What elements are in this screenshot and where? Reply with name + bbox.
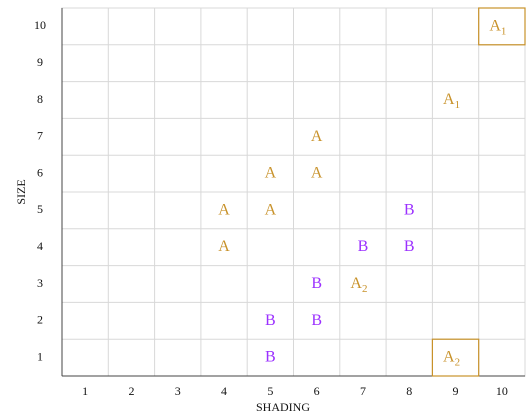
y-tick-label: 1 [37,349,43,363]
point-subscript: 2 [455,356,461,368]
point-letter: A [443,348,455,365]
point-marker: B [311,275,322,292]
point-letter: B [265,348,276,365]
point-letter: A [443,91,455,108]
point-letter: B [404,201,415,218]
point-marker: B [265,311,276,328]
point-marker: A2 [443,348,460,368]
point-marker: A1 [443,91,460,111]
x-tick-label: 3 [175,384,181,398]
point-letter: B [265,311,276,328]
point-marker: B [311,311,322,328]
point-marker: A [218,238,230,255]
point-marker: A [265,201,277,218]
y-tick-label: 6 [37,165,43,179]
x-axis-label: SHADING [256,400,310,414]
point-letter: A [489,17,501,34]
x-tick-label: 7 [360,384,366,398]
highlight-box [478,7,526,46]
point-subscript: 1 [501,25,507,37]
x-tick-label: 6 [314,384,320,398]
x-tick-label: 5 [267,384,273,398]
point-subscript: 2 [362,283,368,295]
x-tick-label: 9 [453,384,459,398]
point-letter: A [218,201,230,218]
point-marker: B [404,238,415,255]
point-letter: A [265,201,277,218]
y-tick-label: 4 [37,239,43,253]
y-tick-label: 9 [37,55,43,69]
y-tick-label: 2 [37,313,43,327]
point-marker: B [404,201,415,218]
point-marker: A [311,164,323,181]
x-tick-label: 1 [82,384,88,398]
x-tick-label: 10 [496,384,508,398]
point-marker: A [311,127,323,144]
point-marker: B [265,348,276,365]
point-marker: A2 [350,275,367,295]
highlight-box [431,338,480,377]
point-letter: B [311,275,322,292]
y-tick-label: 5 [37,202,43,216]
point-letter: A [311,164,323,181]
point-letter: A [265,164,277,181]
point-letter: B [404,238,415,255]
point-letter: B [358,238,369,255]
point-subscript: 1 [455,99,461,111]
y-tick-label: 7 [37,129,43,143]
y-axis-label: SIZE [14,179,28,204]
y-tick-label: 8 [37,92,43,106]
point-letter: A [350,275,362,292]
y-tick-label: 10 [34,18,46,32]
point-marker: A1 [489,17,506,37]
x-tick-label: 2 [128,384,134,398]
point-letter: B [311,311,322,328]
point-letter: A [311,127,323,144]
point-marker: A [218,201,230,218]
x-tick-label: 8 [406,384,412,398]
x-tick-label: 4 [221,384,227,398]
point-marker: A [265,164,277,181]
point-letter: A [218,238,230,255]
y-tick-label: 3 [37,276,43,290]
point-marker: B [358,238,369,255]
